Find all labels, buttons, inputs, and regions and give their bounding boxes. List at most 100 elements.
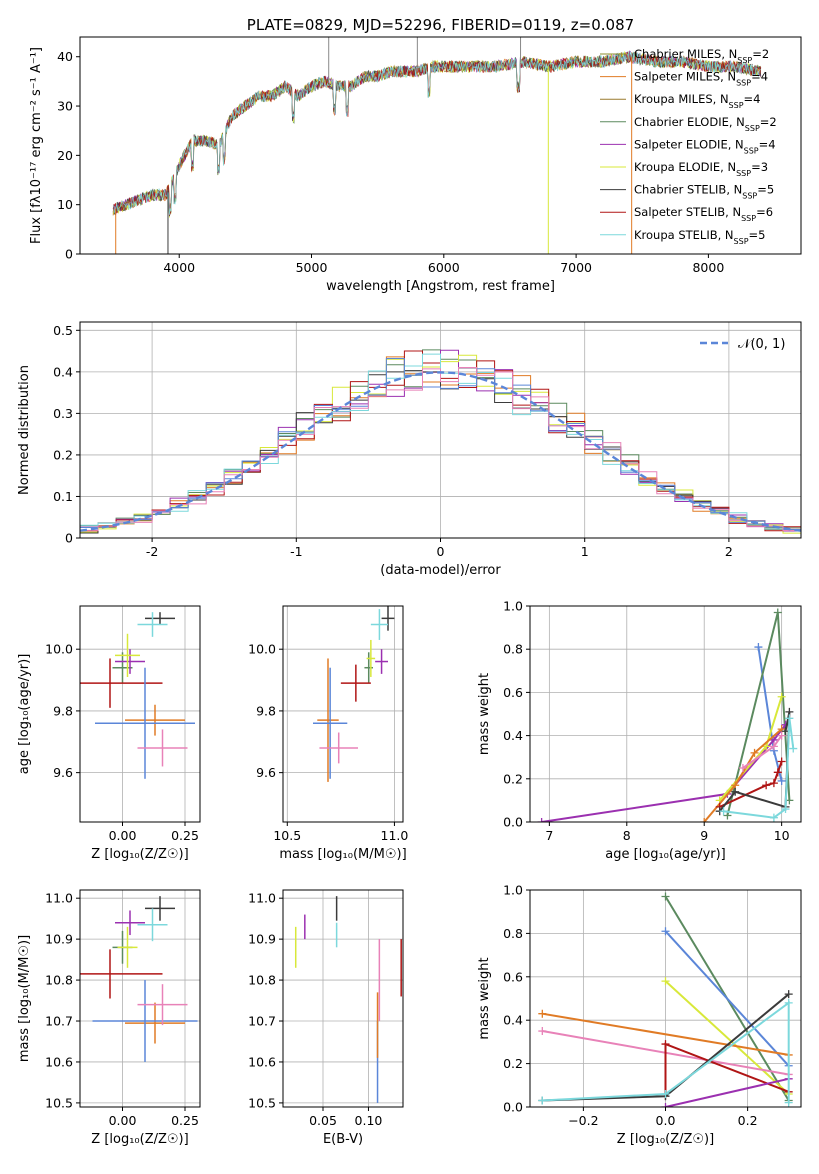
y-tick-label: 11.0	[248, 891, 276, 906]
x-axis-label: Z [log₁₀(Z/Z☉)]	[91, 1132, 188, 1147]
y-tick-label: 1.0	[503, 883, 523, 898]
x-tick-label: 0.00	[109, 1113, 137, 1128]
series-marker	[777, 692, 786, 701]
x-tick-label: 7	[545, 828, 553, 843]
x-tick-label: 0.25	[171, 828, 199, 843]
y-tick-label: 10.7	[45, 1014, 73, 1029]
y-tick-label: 10.9	[45, 932, 73, 947]
y-tick-label: 9.6	[256, 765, 276, 780]
y-tick-label: 0.2	[503, 771, 523, 786]
plot-area-massweight-vs-Z	[538, 892, 793, 1107]
series-marker	[661, 1040, 670, 1049]
series-marker	[661, 927, 670, 936]
series-line	[542, 1012, 789, 1056]
histogram-step	[80, 367, 801, 531]
axes-mass-vs-ebv: 0.05 0.10 10.5 10.6 10.7 10.8 10.9 11.0 E(B-V)	[248, 890, 403, 1147]
x-tick-label: 0.00	[109, 828, 137, 843]
series-marker	[777, 731, 786, 740]
plot-frame	[79, 605, 201, 823]
x-tick-label: 9	[700, 828, 708, 843]
series-marker	[784, 990, 793, 999]
x-tick-label: −0.2	[568, 1113, 598, 1128]
series-marker	[777, 776, 786, 785]
plot-area-spectrum	[112, 37, 762, 254]
series-marker	[762, 781, 771, 790]
series-marker	[773, 768, 782, 777]
x-tick-label: 10	[774, 828, 790, 843]
series-marker	[738, 764, 747, 772]
x-tick-label: 2	[725, 544, 733, 559]
plot-frame	[529, 889, 802, 1108]
series-marker	[538, 1027, 547, 1036]
series-marker	[661, 1089, 670, 1098]
spectrum-line	[112, 51, 762, 215]
y-tick-label: 10.6	[45, 1054, 73, 1069]
x-axis-label: E(B-V)	[323, 1132, 363, 1147]
series-marker	[784, 998, 793, 1007]
series-marker	[784, 1098, 793, 1107]
y-axis-label: Normed distribution	[17, 365, 32, 495]
plot-frame	[79, 36, 802, 255]
y-tick-label: 10.8	[248, 973, 276, 988]
y-tick-label: 0.5	[53, 323, 73, 338]
x-tick-label: 0.25	[171, 1113, 199, 1128]
series-line	[541, 724, 787, 822]
plot-area-mass-vs-ebv	[294, 896, 402, 1103]
legend-label: Salpeter MILES, NSSP=4	[634, 70, 768, 88]
y-tick-label: 0.0	[503, 815, 523, 830]
y-tick-label: 0.4	[53, 364, 73, 379]
legend-label: Kroupa MILES, NSSP=4	[634, 92, 760, 110]
y-tick-label: 11.0	[45, 891, 73, 906]
y-tick-label: 10.7	[248, 1014, 276, 1029]
y-tick-label: 10.5	[248, 1095, 276, 1110]
plot-area-age-vs-mass	[313, 606, 395, 782]
y-tick-label: 0.2	[503, 1056, 523, 1071]
axes-age-vs-Z: 0.00 0.25 9.6 9.8 10.0 Z [log₁₀(Z/Z☉)] age [lo…	[17, 606, 200, 862]
plot-frame	[529, 605, 802, 823]
x-tick-label: 6000	[428, 260, 460, 275]
x-tick-label: 4000	[163, 260, 195, 275]
series-marker	[700, 818, 709, 822]
series-marker	[538, 1009, 547, 1018]
y-tick-label: 0.0	[503, 1100, 523, 1115]
axes-residuals: -2 -1 0 1 2 0 0.1 0.2 0.3 0.4 0.5 (data-model)/erro…	[17, 322, 801, 578]
x-tick-label: -2	[146, 544, 158, 559]
normal-curve	[80, 371, 801, 532]
y-tick-label: 30	[57, 99, 73, 114]
plot-area-residuals	[80, 349, 801, 534]
y-tick-label: 40	[57, 49, 73, 64]
series-line	[664, 980, 790, 1095]
series-marker	[731, 787, 740, 796]
series-marker	[754, 643, 763, 652]
y-tick-label: 0.1	[53, 489, 73, 504]
x-axis-label: Z [log₁₀(Z/Z☉)]	[91, 847, 188, 862]
x-tick-label: 0.05	[309, 1113, 337, 1128]
y-tick-label: 0	[65, 247, 73, 262]
x-tick-label: 0.0	[656, 1113, 676, 1128]
plot-frame	[79, 321, 802, 539]
legend-label: 𝒩(0, 1)	[738, 337, 785, 352]
plot-area-massweight-vs-age	[537, 608, 798, 822]
x-tick-label: 0.2	[738, 1113, 758, 1128]
y-tick-label: 10.6	[248, 1054, 276, 1069]
x-axis-label: age [log₁₀(age/yr)]	[605, 847, 726, 862]
y-tick-label: 0.8	[503, 642, 523, 657]
series-line	[542, 1000, 790, 1103]
y-tick-label: 10.5	[45, 1095, 73, 1110]
legend-label: Kroupa ELODIE, NSSP=3	[634, 160, 768, 178]
x-axis-label: wavelength [Angstrom, rest frame]	[326, 279, 555, 294]
y-tick-label: 0.6	[503, 685, 523, 700]
series-marker	[538, 1096, 547, 1105]
y-axis-label: mass weight	[477, 957, 492, 1039]
chart-title: PLATE=0829, MJD=52296, FIBERID=0119, z=0…	[247, 16, 634, 34]
x-tick-label: 8	[623, 828, 631, 843]
x-tick-label: 1	[581, 544, 589, 559]
y-tick-label: 9.8	[53, 703, 73, 718]
legend-label: Salpeter STELIB, NSSP=6	[634, 205, 773, 223]
series-marker	[750, 748, 759, 757]
series-marker	[537, 818, 546, 822]
series-marker	[781, 805, 790, 814]
y-axis-label: mass [log₁₀(M/M☉)]	[17, 935, 32, 1062]
y-axis-label: Flux [fλ10⁻¹⁷ erg cm⁻² s⁻¹ A⁻¹]	[29, 47, 44, 244]
